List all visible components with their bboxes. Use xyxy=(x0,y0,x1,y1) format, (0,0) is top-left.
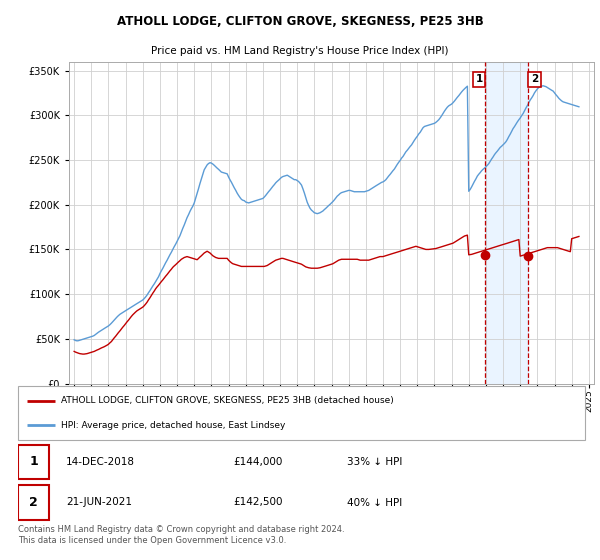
Bar xyxy=(485,62,528,384)
Text: Price paid vs. HM Land Registry's House Price Index (HPI): Price paid vs. HM Land Registry's House … xyxy=(151,46,449,57)
Text: £144,000: £144,000 xyxy=(233,457,283,467)
Text: 1: 1 xyxy=(29,455,38,468)
Text: ATHOLL LODGE, CLIFTON GROVE, SKEGNESS, PE25 3HB (detached house): ATHOLL LODGE, CLIFTON GROVE, SKEGNESS, P… xyxy=(61,396,393,405)
Text: 33% ↓ HPI: 33% ↓ HPI xyxy=(347,457,402,467)
Text: £142,500: £142,500 xyxy=(233,497,283,507)
Text: HPI: Average price, detached house, East Lindsey: HPI: Average price, detached house, East… xyxy=(61,421,285,430)
Bar xyxy=(18,486,49,520)
Text: 40% ↓ HPI: 40% ↓ HPI xyxy=(347,497,402,507)
Text: 2: 2 xyxy=(29,496,38,509)
Text: ATHOLL LODGE, CLIFTON GROVE, SKEGNESS, PE25 3HB: ATHOLL LODGE, CLIFTON GROVE, SKEGNESS, P… xyxy=(116,15,484,28)
Text: 1: 1 xyxy=(476,74,483,85)
Text: Contains HM Land Registry data © Crown copyright and database right 2024.
This d: Contains HM Land Registry data © Crown c… xyxy=(18,525,344,545)
Bar xyxy=(18,445,49,479)
Text: 2: 2 xyxy=(530,74,538,85)
Text: 14-DEC-2018: 14-DEC-2018 xyxy=(66,457,135,467)
Text: 21-JUN-2021: 21-JUN-2021 xyxy=(66,497,132,507)
